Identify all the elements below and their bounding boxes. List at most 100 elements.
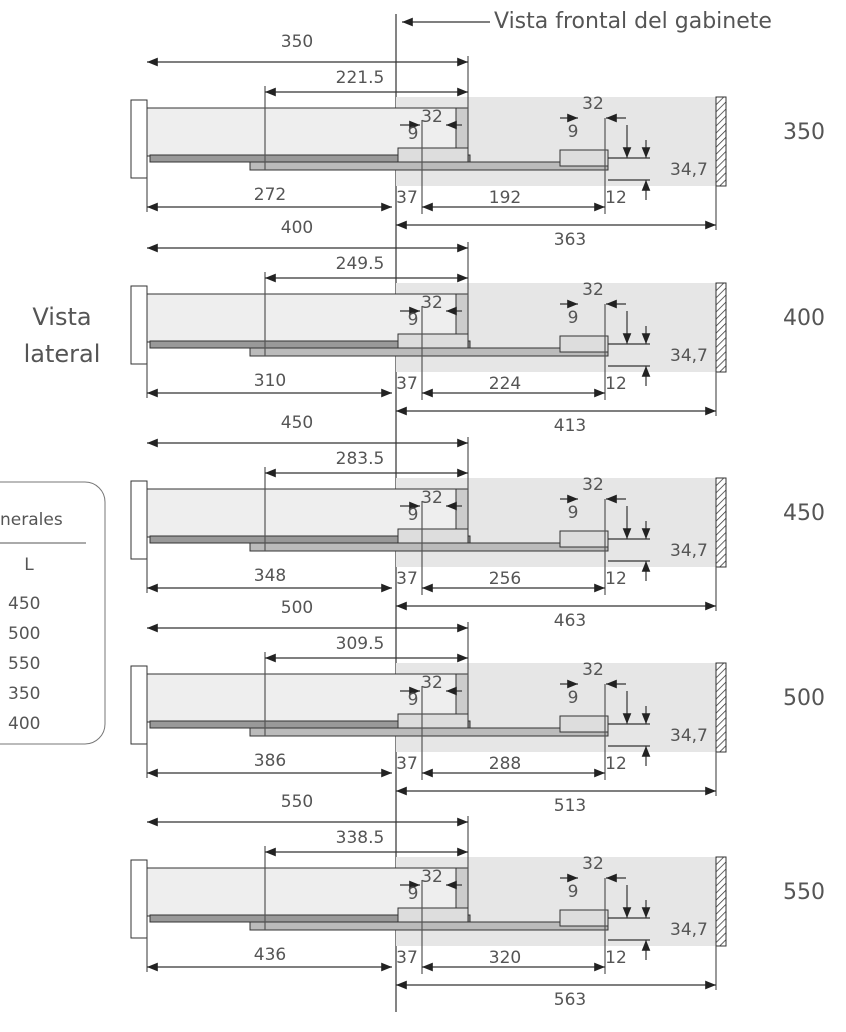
rail-bracket: [397, 713, 469, 729]
dimension: 9: [568, 882, 579, 902]
front-view-label: Vista frontal del gabinete: [494, 9, 772, 34]
dimension: 32: [421, 673, 443, 693]
dimension: 256: [489, 569, 521, 589]
wall: [715, 96, 727, 187]
wall: [715, 477, 727, 568]
dimension: 12: [605, 948, 627, 968]
runner: [249, 347, 609, 357]
dimension: 513: [554, 796, 586, 816]
side-view-label: Vista: [32, 303, 91, 331]
runner: [249, 161, 609, 171]
dimension: 310: [254, 371, 286, 391]
dimension: 309.5: [336, 634, 385, 654]
wall: [715, 662, 727, 753]
dimension: 9: [568, 688, 579, 708]
table-title: nerales: [0, 510, 63, 530]
dimension: 9: [408, 690, 419, 710]
dimension: 32: [421, 867, 443, 887]
dimension: 9: [408, 505, 419, 525]
dimension: 400: [281, 218, 313, 238]
drawer-front: [130, 285, 148, 365]
dimension: 320: [489, 948, 521, 968]
dimension: 221.5: [336, 68, 385, 88]
length-label: 450: [783, 501, 825, 526]
runner: [249, 727, 609, 737]
dimension: 413: [554, 416, 586, 436]
length-label: 500: [783, 686, 825, 711]
wall: [715, 856, 727, 947]
drawer-front: [130, 99, 148, 179]
rail-bracket: [397, 147, 469, 163]
table-column: L: [24, 555, 34, 575]
rear-bracket: [559, 149, 609, 167]
dimension: 32: [582, 660, 604, 680]
dimension: 34,7: [670, 541, 708, 561]
dimension: 192: [489, 188, 521, 208]
dimension: 9: [568, 503, 579, 523]
rear-bracket: [559, 335, 609, 353]
dimension: 348: [254, 566, 286, 586]
dimension: 500: [281, 598, 313, 618]
drawer-front: [130, 665, 148, 745]
rail-bracket: [397, 907, 469, 923]
dimension: 386: [254, 751, 286, 771]
dimension: 12: [605, 754, 627, 774]
table-row: 400: [8, 714, 40, 734]
dimension: 338.5: [336, 828, 385, 848]
dimension: 32: [421, 293, 443, 313]
dimension: 450: [281, 413, 313, 433]
table-row: 500: [8, 624, 40, 644]
dimension: 37: [396, 188, 418, 208]
dimension: 12: [605, 188, 627, 208]
drawer-front: [130, 859, 148, 939]
table-row: 350: [8, 684, 40, 704]
dimension: 32: [582, 94, 604, 114]
dimension: 32: [582, 280, 604, 300]
table-row: 450: [8, 594, 40, 614]
dimension: 9: [568, 308, 579, 328]
table-box: [0, 481, 106, 745]
dimension: 350: [281, 32, 313, 52]
runner: [249, 921, 609, 931]
dimension: 550: [281, 792, 313, 812]
dimension: 288: [489, 754, 521, 774]
rear-bracket: [559, 715, 609, 733]
dimension: 32: [421, 488, 443, 508]
dimension: 34,7: [670, 920, 708, 940]
dimension: 363: [554, 230, 586, 250]
dimension: 249.5: [336, 254, 385, 274]
dimension: 37: [396, 754, 418, 774]
dimension: 9: [568, 122, 579, 142]
wall: [715, 282, 727, 373]
dimension: 9: [408, 310, 419, 330]
dimension: 37: [396, 569, 418, 589]
dimension: 34,7: [670, 346, 708, 366]
dimension: 32: [582, 475, 604, 495]
runner: [249, 542, 609, 552]
rail-bracket: [397, 528, 469, 544]
dimension: 34,7: [670, 726, 708, 746]
rear-bracket: [559, 909, 609, 927]
side-view-label: lateral: [24, 340, 101, 368]
drawer-front: [130, 480, 148, 560]
dimension: 37: [396, 374, 418, 394]
dimension: 12: [605, 374, 627, 394]
dimension: 463: [554, 611, 586, 631]
dimension: 37: [396, 948, 418, 968]
rear-bracket: [559, 530, 609, 548]
dimension: 12: [605, 569, 627, 589]
dimension: 9: [408, 124, 419, 144]
dimension: 32: [421, 107, 443, 127]
rail-bracket: [397, 333, 469, 349]
dimension: 9: [408, 884, 419, 904]
length-label: 550: [783, 880, 825, 905]
table-row: 550: [8, 654, 40, 674]
dimension: 272: [254, 185, 286, 205]
dimension: 436: [254, 945, 286, 965]
